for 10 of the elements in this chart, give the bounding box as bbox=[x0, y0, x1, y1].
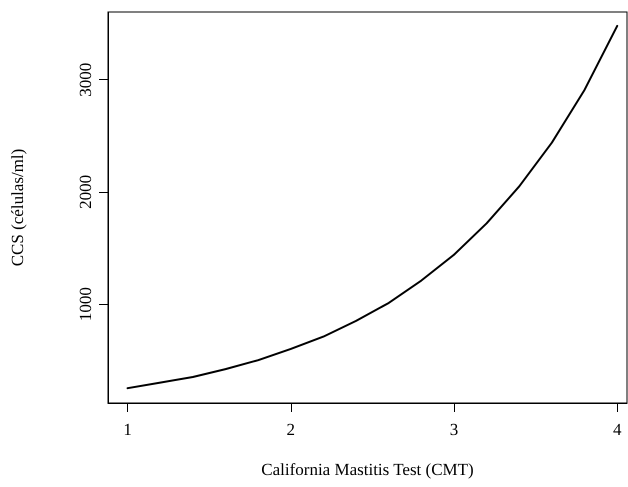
x-tick-label: 1 bbox=[123, 420, 132, 439]
y-tick-label: 3000 bbox=[76, 62, 95, 97]
x-tick-label: 4 bbox=[612, 420, 622, 439]
x-axis-title: California Mastitis Test (CMT) bbox=[261, 460, 474, 479]
y-axis-title: CCS (células/ml) bbox=[8, 148, 27, 266]
y-tick-label: 1000 bbox=[76, 287, 95, 322]
y-tick-label: 2000 bbox=[76, 174, 95, 209]
line-series bbox=[126, 24, 618, 390]
x-tick-label: 3 bbox=[450, 420, 458, 439]
x-tick-label: 2 bbox=[286, 420, 296, 439]
